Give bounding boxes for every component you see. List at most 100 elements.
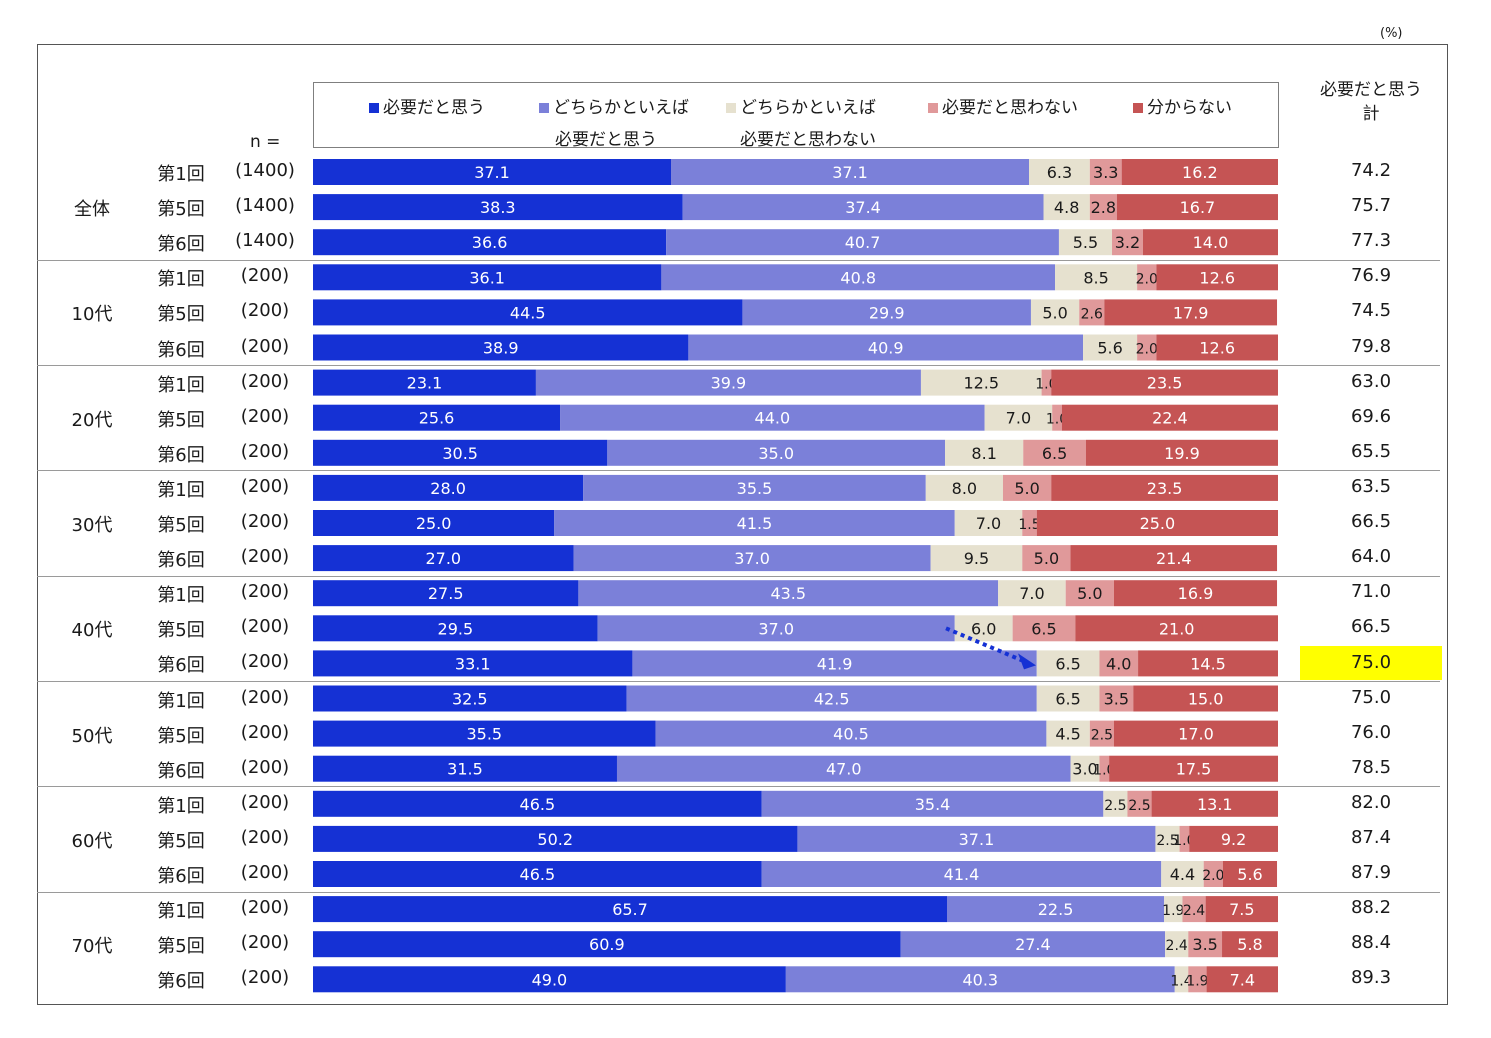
bar-segment	[1188, 966, 1207, 993]
arrow-annotation-head	[1018, 653, 1036, 670]
total-value: 87.9	[1350, 862, 1392, 883]
bar-value-label: 40.5	[833, 725, 869, 744]
bar-segment	[1182, 896, 1206, 923]
total-value: 76.0	[1350, 721, 1392, 743]
bar-value-label: 28.0	[430, 479, 466, 498]
bar-value-label: 2.5	[1128, 798, 1150, 814]
bar-value-label: 19.9	[1164, 444, 1200, 463]
round-label: 第1回	[157, 374, 205, 396]
bar-value-label: 7.0	[976, 514, 1001, 533]
bar-segment	[1051, 369, 1278, 396]
bar-value-label: 40.3	[962, 970, 998, 989]
round-label: 第5回	[157, 409, 205, 431]
bar-value-label: 6.5	[1055, 690, 1080, 709]
bar-value-label: 60.9	[589, 935, 625, 954]
total-value: 76.9	[1350, 265, 1392, 287]
total-header-line1: 必要だと思う	[1320, 80, 1422, 100]
bar-segment	[954, 615, 1013, 642]
bar-value-label: 35.5	[466, 725, 502, 744]
bar-value-label: 25.0	[1140, 514, 1176, 533]
bar-segment	[925, 474, 1003, 501]
bar-value-label: 2.0	[1202, 868, 1224, 884]
bar-value-label: 6.3	[1047, 163, 1072, 182]
bar-value-label: 1.5	[1018, 517, 1040, 533]
round-label: 第5回	[157, 515, 205, 536]
bar-value-label: 35.0	[758, 444, 794, 463]
n-label: (200)	[240, 651, 290, 673]
n-label: (200)	[240, 475, 290, 497]
bar-segment	[1051, 474, 1278, 501]
bar-value-label: 8.0	[952, 479, 977, 498]
bar-value-label: 43.5	[770, 584, 806, 603]
legend-label: 分からない	[1147, 98, 1232, 118]
group-separator	[37, 681, 1440, 682]
legend-label: 必要だと思う	[383, 98, 485, 118]
total-value: 66.5	[1350, 616, 1392, 638]
bar-value-label: 40.9	[868, 339, 904, 358]
bar-segment	[1156, 334, 1278, 361]
bar-value-label: 5.5	[1073, 233, 1098, 252]
arrow-annotation-line	[945, 626, 1023, 663]
bar-segment	[1109, 755, 1279, 782]
bar-segment	[1043, 194, 1090, 221]
bar-segment	[1151, 790, 1279, 817]
bar-value-label: 12.6	[1199, 339, 1235, 358]
n-label: (1400)	[235, 195, 295, 217]
bar-value-label: 2.0	[1136, 271, 1158, 287]
bar-value-label: 27.4	[1015, 935, 1051, 954]
n-label: (200)	[240, 581, 290, 603]
bar-value-label: 40.8	[840, 268, 876, 287]
n-label: (200)	[240, 721, 290, 743]
bar-value-label: 6.5	[1042, 444, 1067, 463]
bar-value-label: 17.0	[1178, 725, 1214, 744]
total-value: 69.6	[1350, 405, 1392, 427]
bar-value-label: 16.9	[1178, 584, 1214, 603]
bar-value-label: 7.0	[1006, 409, 1031, 428]
bar-value-label: 39.9	[711, 374, 747, 393]
bar-value-label: 30.5	[442, 444, 478, 463]
bar-segment	[1116, 194, 1278, 221]
bar-value-label: 5.6	[1237, 865, 1262, 884]
bar-value-label: 49.0	[532, 970, 568, 989]
bar-segment	[313, 650, 633, 677]
round-label: 第6回	[157, 655, 205, 677]
bar-segment	[1113, 580, 1278, 607]
n-label: (1400)	[235, 160, 295, 181]
bar-segment	[1075, 615, 1278, 642]
round-label: 第5回	[157, 304, 205, 326]
n-label: (200)	[240, 335, 290, 357]
bar-segment	[313, 685, 627, 712]
bar-value-label: 33.1	[455, 654, 491, 673]
bar-value-label: 9.5	[964, 549, 989, 568]
bar-value-label: 35.5	[737, 479, 773, 498]
bar-segment	[1206, 966, 1278, 993]
bar-segment	[1022, 545, 1071, 572]
bar-segment	[1164, 896, 1183, 923]
n-label: (200)	[240, 405, 290, 427]
bar-value-label: 3.3	[1093, 163, 1118, 182]
round-label: 第1回	[157, 164, 205, 185]
bar-segment	[1061, 404, 1278, 431]
bar-value-label: 37.0	[758, 619, 794, 638]
bar-value-label: 44.5	[510, 303, 546, 322]
n-label: (200)	[240, 616, 290, 638]
bar-segment	[1058, 229, 1113, 256]
n-label: (200)	[240, 932, 290, 954]
bar-segment	[597, 615, 955, 642]
bar-segment	[761, 861, 1162, 887]
bar-segment	[1089, 159, 1122, 185]
bar-segment	[1036, 510, 1278, 536]
bar-value-label: 46.5	[520, 865, 556, 884]
bar-segment	[607, 439, 946, 466]
bar-segment	[1174, 966, 1189, 993]
bar-segment	[1065, 580, 1114, 607]
bar-segment	[954, 510, 1023, 536]
group-label: 70代	[71, 936, 113, 958]
round-label: 第5回	[157, 725, 205, 747]
legend-item-3: どちらかといえば	[726, 93, 876, 118]
bar-value-label: 37.1	[832, 163, 868, 182]
bar-segment	[655, 720, 1047, 747]
total-value: 74.2	[1350, 160, 1392, 181]
bar-segment	[535, 369, 921, 396]
bar-segment	[998, 580, 1066, 607]
